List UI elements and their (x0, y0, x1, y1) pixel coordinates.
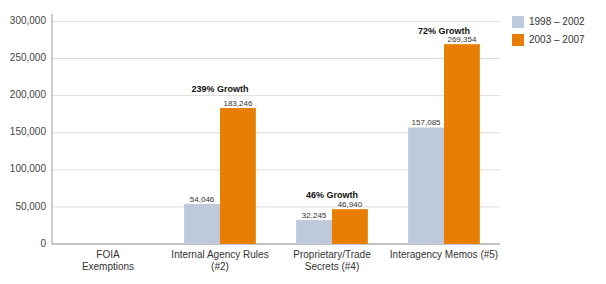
legend-swatch (512, 16, 524, 28)
data-label: 157,085 (412, 118, 441, 127)
legend-swatch (512, 34, 524, 46)
bars (184, 44, 480, 244)
data-label: 183,246 (223, 99, 252, 108)
data-label: 269,354 (447, 35, 476, 44)
legend-label: 2003 – 2007 (529, 34, 585, 45)
grid-line (52, 58, 500, 59)
bar (296, 220, 332, 244)
y-axis: 0 50,000 100,000 150,000 200,000 250,000 300,0… (10, 14, 52, 249)
grid-line (52, 95, 500, 96)
y-tick-label: 250,000 (10, 52, 47, 63)
x-tick-label: FOIAExemptions (82, 249, 134, 272)
y-tick-label: 150,000 (10, 126, 47, 137)
annotation: 46% Growth (306, 190, 358, 200)
annotation: 239% Growth (191, 84, 248, 94)
data-label: 32,245 (302, 211, 327, 220)
x-tick-label: Proprietary/TradeSecrets (#4) (293, 249, 371, 272)
bar (220, 108, 256, 244)
x-axis: FOIAExemptions Internal Agency Rules(#2) P… (82, 249, 498, 272)
y-tick-label: 0 (40, 238, 46, 249)
bar (332, 209, 368, 244)
y-axis-line (52, 14, 53, 244)
legend: 1998 – 2002 2003 – 2007 (512, 16, 585, 46)
bar (444, 44, 480, 244)
y-tick-label: 300,000 (10, 15, 47, 26)
data-label: 46,940 (338, 200, 363, 209)
y-tick-label: 200,000 (10, 89, 47, 100)
data-label: 54,046 (190, 195, 215, 204)
grid-line (52, 21, 500, 22)
legend-label: 1998 – 2002 (529, 16, 585, 27)
data-labels: 54,046 32,245 157,085 183,246 46,940 269,354 (190, 35, 477, 220)
y-tick-label: 50,000 (15, 201, 46, 212)
y-tick-label: 100,000 (10, 163, 47, 174)
x-tick-label: Interagency Memos (#5) (390, 249, 498, 260)
annotation: 72% Growth (418, 26, 470, 36)
bar (408, 127, 444, 244)
x-tick-label: Internal Agency Rules(#2) (171, 249, 268, 272)
bar (184, 204, 220, 244)
chart: 0 50,000 100,000 150,000 200,000 250,000 300,0… (0, 0, 606, 284)
annotations: 239% Growth 46% Growth 72% Growth (191, 26, 470, 200)
grid (52, 21, 500, 244)
